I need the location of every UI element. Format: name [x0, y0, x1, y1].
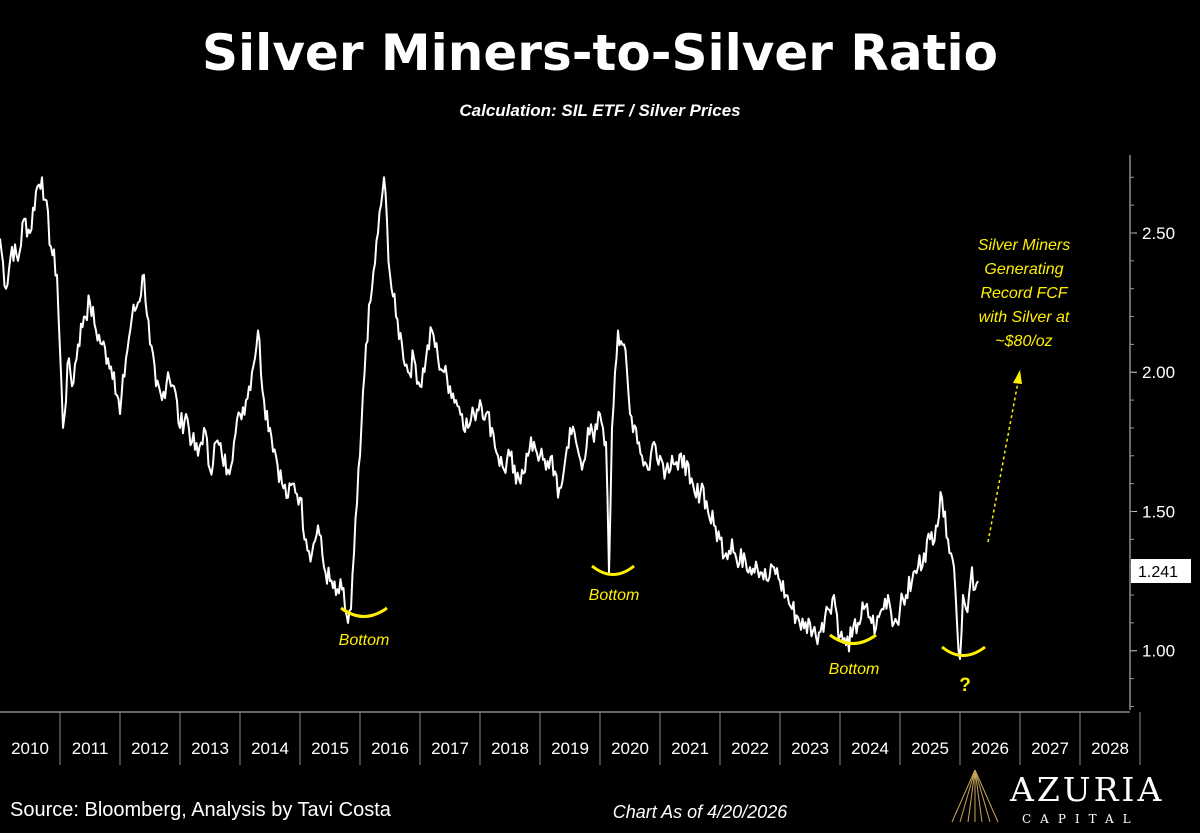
brand-tagline: CAPITAL [1022, 812, 1140, 826]
bottom-label-2024: Bottom [829, 661, 880, 678]
x-tick-label: 2026 [971, 739, 1009, 758]
x-tick-label: 2015 [311, 739, 349, 758]
bottom-label-2020: Bottom [589, 587, 640, 604]
x-tick-label: 2019 [551, 739, 589, 758]
bottom-marker-2026 [941, 645, 986, 657]
y-tick-label: 2.50 [1142, 224, 1175, 243]
x-tick-label: 2020 [611, 739, 649, 758]
ratio-line [0, 176, 979, 661]
chart-subtitle: Calculation: SIL ETF / Silver Prices [459, 101, 740, 120]
x-tick-label: 2018 [491, 739, 529, 758]
x-tick-label: 2023 [791, 739, 829, 758]
fcf-line-5: ~$80/oz [995, 333, 1052, 350]
fcf-line-1: Silver Miners [978, 237, 1070, 254]
bottom-label-2015: Bottom [339, 632, 390, 649]
bottom-marker-2015 [340, 606, 388, 618]
brand-name: AZURIA [1009, 770, 1164, 809]
x-tick-label: 2014 [251, 739, 289, 758]
x-tick-label: 2016 [371, 739, 409, 758]
y-tick-label: 2.00 [1142, 363, 1175, 382]
x-tick-label: 2027 [1031, 739, 1069, 758]
x-tick-label: 2022 [731, 739, 769, 758]
bottom-marker-2020 [591, 564, 635, 576]
question-mark: ? [959, 675, 971, 696]
fcf-arrow-line [987, 381, 1019, 543]
fcf-line-2: Generating [984, 261, 1063, 278]
x-tick-label: 2013 [191, 739, 229, 758]
y-tick-label: 1.50 [1142, 502, 1175, 521]
x-tick-label: 2021 [671, 739, 709, 758]
x-axis: 2010 2011 2012 2013 2014 2015 2016 2017 2018 2019… [11, 712, 1141, 765]
fcf-line-3: Record FCF [980, 285, 1068, 302]
y-axis: 1.00 1.50 2.00 2.50 [1130, 176, 1175, 707]
x-tick-label: 2011 [72, 739, 109, 758]
bottom-marker-2024 [829, 633, 877, 645]
x-tick-label: 2024 [851, 739, 889, 758]
x-tick-label: 2028 [1091, 739, 1129, 758]
fcf-annotation: Silver Miners Generating Record FCF with… [978, 237, 1070, 350]
x-tick-label: 2017 [431, 739, 469, 758]
fcf-line-4: with Silver at [979, 309, 1070, 326]
last-value-tag: 1.241 [1131, 559, 1191, 583]
y-tick-label: 1.00 [1142, 642, 1175, 661]
x-tick-label: 2010 [11, 739, 49, 758]
last-value-label: 1.241 [1138, 564, 1178, 581]
logo-mark-icon [951, 769, 999, 823]
x-tick-label: 2012 [131, 739, 169, 758]
as-of-text: Chart As of 4/20/2026 [613, 802, 788, 822]
x-tick-label: 2025 [911, 739, 949, 758]
azuria-logo: AZURIA CAPITAL [951, 769, 1164, 826]
source-text: Source: Bloomberg, Analysis by Tavi Cost… [10, 799, 392, 821]
chart-title: Silver Miners-to-Silver Ratio [202, 24, 998, 82]
fcf-arrow-head [1013, 370, 1022, 384]
